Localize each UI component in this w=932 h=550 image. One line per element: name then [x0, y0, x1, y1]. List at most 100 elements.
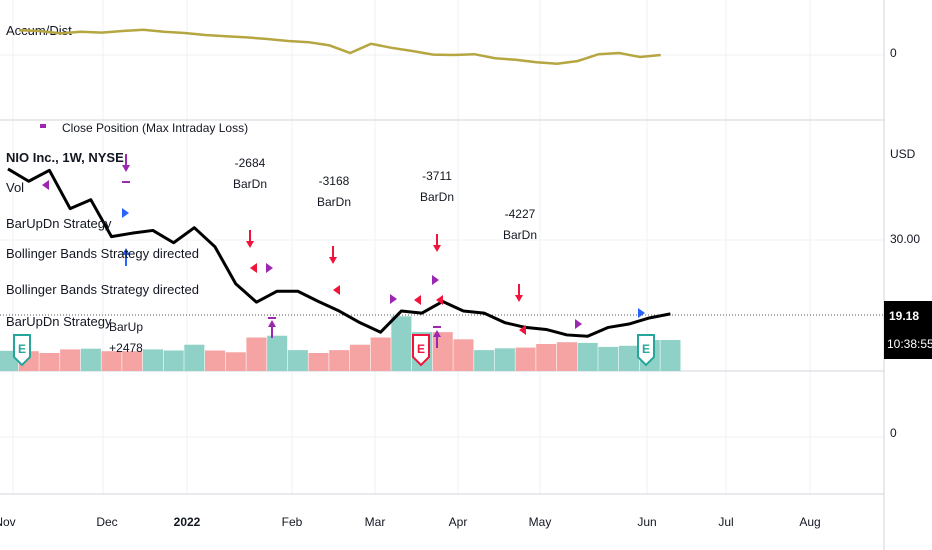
trade-annotation-line: BarUp: [109, 320, 143, 334]
close-position-mark: [433, 326, 441, 328]
time-tick: Aug: [799, 515, 820, 529]
time-tick: Nov: [0, 515, 16, 529]
volume-bar: [184, 344, 205, 371]
pane-label-bollinger-2[interactable]: Bollinger Bands Strategy directed: [6, 282, 199, 297]
grid-lines: [0, 0, 884, 494]
buy-arrow-head: [433, 330, 441, 337]
signal-triangle: [250, 263, 257, 273]
volume-bar: [308, 353, 329, 371]
earnings-icon[interactable]: [13, 334, 31, 367]
price-tick-30: 30.00: [890, 232, 920, 246]
volume-bar: [101, 351, 122, 371]
volume-bar: [163, 350, 184, 371]
lower-zero-tick: 0: [890, 426, 897, 440]
close-position-mark: [122, 181, 130, 183]
trade-annotation-line: +2478: [109, 341, 143, 355]
earnings-icon[interactable]: [412, 334, 430, 367]
sell-arrow-head: [246, 241, 254, 248]
volume-bar: [619, 345, 640, 371]
volume-bar: [494, 348, 515, 371]
volume-bar: [660, 340, 681, 371]
signal-triangle: [638, 308, 645, 318]
pane-label-vol[interactable]: Vol: [6, 180, 24, 195]
signal-triangle: [414, 295, 421, 305]
trade-annotation-line: -2684: [235, 156, 266, 170]
volume-bar: [205, 350, 226, 371]
signal-triangle: [333, 285, 340, 295]
volume-bar: [246, 337, 267, 371]
sell-arrow-head: [433, 245, 441, 252]
volume-bar: [474, 350, 495, 371]
volume-bar: [142, 349, 163, 371]
sell-arrow-head: [329, 257, 337, 264]
volume-bar: [349, 344, 370, 371]
signal-triangle: [122, 208, 129, 218]
signal-triangle: [575, 319, 582, 329]
signal-triangle: [436, 295, 443, 305]
time-tick: Apr: [449, 515, 468, 529]
pane-label-barupdn[interactable]: BarUpDn Strategy: [6, 216, 112, 231]
legend: Close Position (Max Intraday Loss) NIO I…: [6, 121, 248, 329]
signal-triangle: [519, 325, 526, 335]
accum-dist-pane: Accum/Dist 0: [6, 23, 897, 66]
volume-bars: [0, 316, 681, 371]
last-price-value: 19.18: [889, 309, 919, 323]
time-tick: Feb: [282, 515, 303, 529]
volume-bar: [122, 351, 143, 371]
volume-bar: [267, 335, 288, 371]
volume-bar: [453, 339, 474, 371]
pane-label-barupdn-2[interactable]: BarUpDn Strategy: [6, 314, 112, 329]
trade-annotation-line: BarDn: [503, 228, 537, 242]
bar-countdown: 10:38:55: [887, 337, 932, 351]
trade-annotation-line: -4227: [505, 207, 536, 221]
volume-bar: [80, 348, 101, 371]
time-tick: 2022: [174, 515, 201, 529]
earnings-letter: E: [18, 342, 26, 356]
last-price-badge: [884, 301, 932, 359]
volume-bar: [598, 346, 619, 371]
close-position-mark: [268, 317, 276, 319]
signal-triangle: [42, 180, 49, 190]
sell-arrow-head: [515, 295, 523, 302]
trade-annotation-line: BarDn: [317, 195, 351, 209]
accum-dist-line: [18, 28, 661, 66]
pane-label-bollinger-1[interactable]: Bollinger Bands Strategy directed: [6, 246, 199, 261]
signal-triangle: [432, 275, 439, 285]
trade-annotation-line: -3168: [319, 174, 350, 188]
price-line: [7, 167, 671, 338]
volume-bar: [370, 337, 391, 371]
volume-bar: [225, 352, 246, 371]
volume-bar: [60, 349, 81, 371]
time-tick: Mar: [365, 515, 386, 529]
legend-swatch: [40, 124, 46, 128]
volume-bar: [432, 332, 453, 371]
trade-annotation-line: -3711: [422, 169, 452, 183]
earnings-letter: E: [642, 342, 650, 356]
volume-bar: [577, 342, 598, 371]
time-tick: May: [529, 515, 552, 529]
legend-close-position: Close Position (Max Intraday Loss): [62, 121, 248, 135]
sell-arrow-head: [122, 165, 130, 172]
time-axis[interactable]: Nov Dec 2022 Feb Mar Apr May Jun Jul Aug: [0, 515, 821, 529]
buy-arrow-head: [122, 248, 130, 255]
symbol-title[interactable]: NIO Inc., 1W, NYSE: [6, 150, 124, 165]
currency-label[interactable]: USD: [890, 147, 916, 161]
volume-bar: [39, 353, 60, 371]
signal-triangle: [390, 294, 397, 304]
volume-bar: [287, 350, 308, 371]
buy-arrow-head: [268, 320, 276, 327]
earnings-icon[interactable]: [637, 334, 655, 367]
trade-annotation-line: BarDn: [420, 190, 454, 204]
volume-bar: [391, 316, 412, 371]
earnings-letter: E: [417, 342, 425, 356]
volume-bar: [536, 344, 557, 371]
time-tick: Jun: [637, 515, 656, 529]
time-tick: Jul: [718, 515, 733, 529]
time-tick: Dec: [96, 515, 117, 529]
accum-zero-tick: 0: [890, 46, 897, 60]
volume-bar: [515, 347, 536, 371]
trade-annotation-line: BarDn: [233, 177, 267, 191]
volume-bar: [329, 350, 350, 371]
